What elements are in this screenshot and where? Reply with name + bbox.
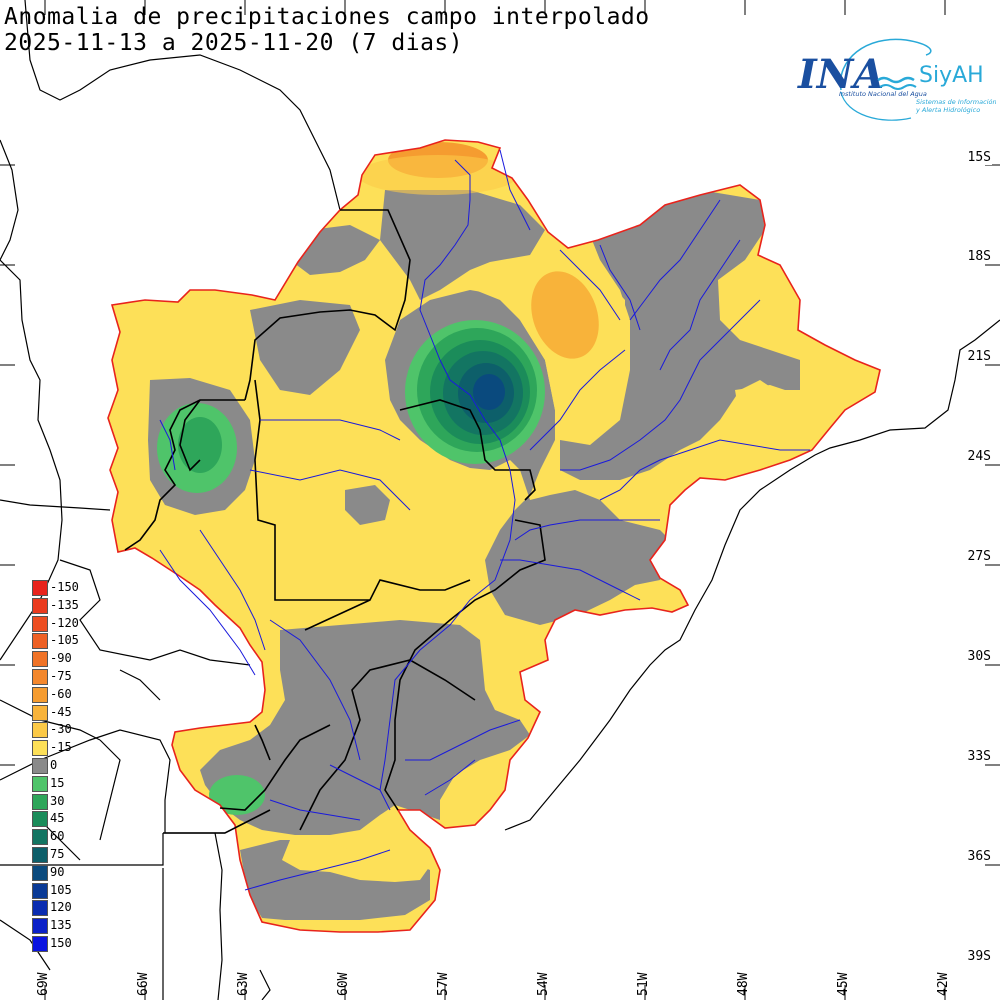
legend-item: -30 bbox=[32, 722, 92, 739]
legend-label: -60 bbox=[50, 686, 72, 701]
lon-label-69w: 69W bbox=[36, 972, 51, 996]
legend-swatch bbox=[32, 651, 48, 668]
legend-label: 45 bbox=[50, 811, 65, 826]
legend-item: 150 bbox=[32, 936, 92, 952]
legend-swatch bbox=[32, 811, 48, 828]
legend-label: 0 bbox=[50, 758, 58, 772]
legend-label: -45 bbox=[50, 704, 72, 719]
lon-label-48w: 48W bbox=[736, 972, 751, 996]
map-title: Anomalia de precipitaciones campo interp… bbox=[4, 4, 650, 30]
legend-label: 105 bbox=[50, 882, 72, 897]
legend-item: 0 bbox=[32, 758, 92, 774]
legend-item: 30 bbox=[32, 793, 92, 810]
legend-swatch bbox=[32, 758, 48, 774]
lat-label-36s: 36S bbox=[966, 849, 992, 864]
legend-swatch bbox=[32, 597, 48, 614]
lon-label-45w: 45W bbox=[836, 972, 851, 996]
lat-label-21s: 21S bbox=[966, 349, 992, 364]
rivers bbox=[159, 149, 810, 891]
logo-subtitle: Instituto Nacional del Agua bbox=[839, 90, 927, 98]
lat-label-15s: 15S bbox=[966, 150, 992, 165]
legend-swatch bbox=[32, 615, 48, 632]
legend-swatch bbox=[32, 882, 48, 899]
legend-item: 120 bbox=[32, 900, 92, 917]
legend-swatch bbox=[32, 633, 48, 650]
lon-label-51w: 51W bbox=[636, 972, 651, 996]
legend-label: -15 bbox=[50, 740, 72, 755]
legend-swatch bbox=[32, 704, 48, 721]
lon-label-66w: 66W bbox=[136, 972, 151, 996]
legend-swatch bbox=[32, 722, 48, 739]
legend-label: 30 bbox=[50, 793, 65, 808]
legend-item: -75 bbox=[32, 669, 92, 685]
lon-label-57w: 57W bbox=[436, 972, 451, 996]
legend-label: -105 bbox=[50, 633, 79, 648]
legend-label: 120 bbox=[50, 900, 72, 915]
legend-swatch bbox=[32, 686, 48, 703]
logo-siyah-text: SiyAH bbox=[919, 63, 984, 88]
logo-ina-text: INA bbox=[797, 51, 884, 98]
legend-swatch bbox=[32, 918, 48, 935]
legend-item: -45 bbox=[32, 704, 92, 721]
legend-item: 15 bbox=[32, 775, 92, 792]
legend-item: -90 bbox=[32, 651, 92, 668]
legend-label: -75 bbox=[50, 669, 72, 683]
legend-item: 105 bbox=[32, 882, 92, 899]
legend-label: 150 bbox=[50, 936, 72, 950]
lat-label-27s: 27S bbox=[966, 549, 992, 564]
logo-swoosh-icon bbox=[839, 38, 932, 91]
lon-label-60w: 60W bbox=[336, 972, 351, 996]
logo-siyah-sub2: y Alerta Hidrológico bbox=[915, 106, 980, 114]
anomaly-field bbox=[108, 140, 880, 932]
lat-label-30s: 30S bbox=[966, 649, 992, 664]
legend-swatch bbox=[32, 793, 48, 810]
coastline bbox=[504, 319, 1000, 831]
legend-swatch bbox=[32, 580, 48, 596]
legend-swatch bbox=[32, 936, 48, 952]
legend-label: 135 bbox=[50, 918, 72, 933]
legend-label: -135 bbox=[50, 597, 79, 612]
legend-swatch bbox=[32, 740, 48, 757]
legend-item: -105 bbox=[32, 633, 92, 650]
legend-item: -60 bbox=[32, 686, 92, 703]
ina-siyah-logo: INA SiyAH Instituto Nacional del Agua Si… bbox=[797, 38, 996, 121]
lat-label-39s: 39S bbox=[966, 949, 992, 964]
legend-label: -120 bbox=[50, 615, 79, 630]
internal-borders bbox=[124, 209, 546, 834]
legend-label: -30 bbox=[50, 722, 72, 737]
lon-label-54w: 54W bbox=[536, 972, 551, 996]
lat-label-24s: 24S bbox=[966, 449, 992, 464]
legend-item: 60 bbox=[32, 829, 92, 846]
legend-item: -120 bbox=[32, 615, 92, 632]
lat-label-18s: 18S bbox=[966, 249, 992, 264]
legend-swatch bbox=[32, 829, 48, 846]
legend-label: -150 bbox=[50, 580, 79, 594]
legend-label: 15 bbox=[50, 775, 65, 790]
legend-swatch bbox=[32, 864, 48, 881]
legend-item: 45 bbox=[32, 811, 92, 828]
legend-label: 90 bbox=[50, 864, 65, 879]
legend-item: 75 bbox=[32, 847, 92, 863]
legend-swatch bbox=[32, 669, 48, 685]
legend-swatch bbox=[32, 775, 48, 792]
logo-siyah-sub1: Sistemas de Información bbox=[916, 98, 996, 106]
legend-item: -135 bbox=[32, 597, 92, 614]
legend-label: 60 bbox=[50, 829, 65, 844]
legend-label: -90 bbox=[50, 651, 72, 666]
map-date-range: 2025-11-13 a 2025-11-20 (7 dias) bbox=[4, 30, 464, 56]
lon-label-63w: 63W bbox=[236, 972, 251, 996]
basin-outline bbox=[107, 139, 881, 933]
legend-item: -15 bbox=[32, 740, 92, 757]
legend-swatch bbox=[32, 847, 48, 863]
lat-label-33s: 33S bbox=[966, 749, 992, 764]
country-borders bbox=[0, 0, 341, 1000]
legend-item: 90 bbox=[32, 864, 92, 881]
legend-item: -150 bbox=[32, 580, 92, 596]
lon-label-42w: 42W bbox=[936, 972, 951, 996]
legend-item: 135 bbox=[32, 918, 92, 935]
legend-label: 75 bbox=[50, 847, 65, 861]
legend-swatch bbox=[32, 900, 48, 917]
